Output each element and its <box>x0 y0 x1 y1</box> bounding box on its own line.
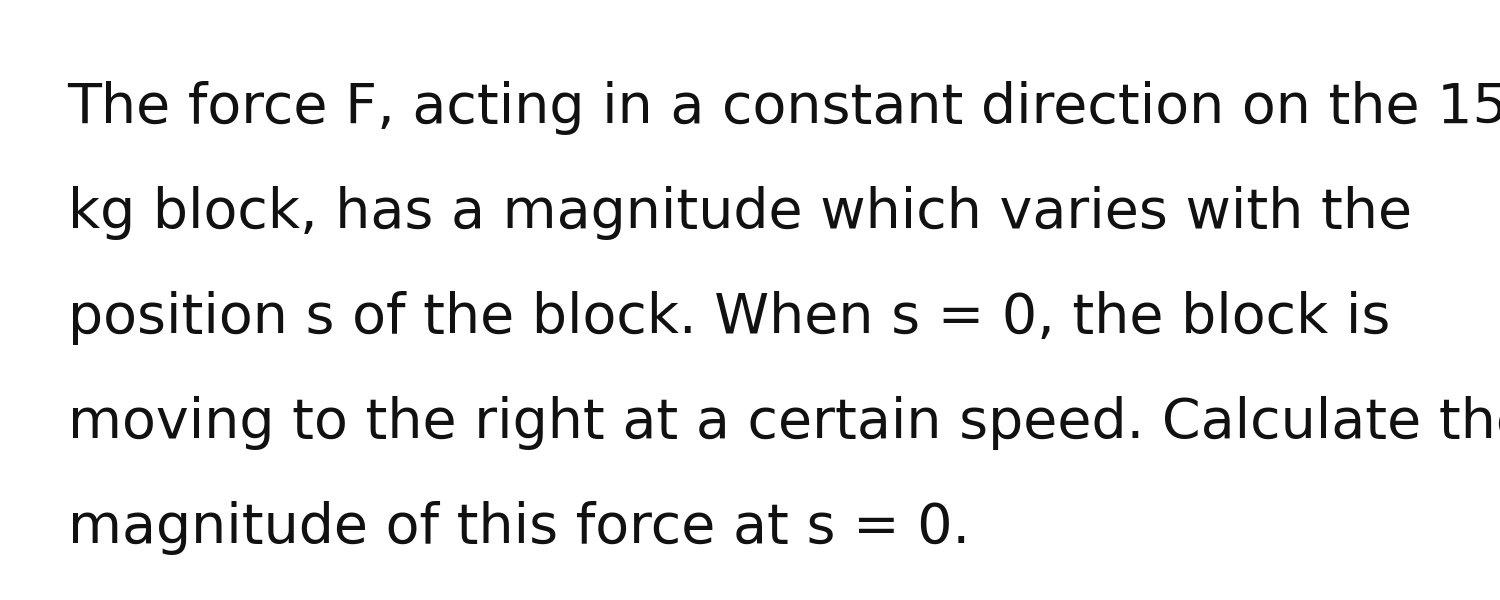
Text: kg block, has a magnitude which varies with the: kg block, has a magnitude which varies w… <box>68 186 1411 240</box>
Text: The force F, acting in a constant direction on the 15-: The force F, acting in a constant direct… <box>68 81 1500 135</box>
Text: magnitude of this force at s = 0.: magnitude of this force at s = 0. <box>68 501 969 555</box>
Text: position s of the block. When s = 0, the block is: position s of the block. When s = 0, the… <box>68 291 1390 345</box>
Text: moving to the right at a certain speed. Calculate the: moving to the right at a certain speed. … <box>68 396 1500 450</box>
